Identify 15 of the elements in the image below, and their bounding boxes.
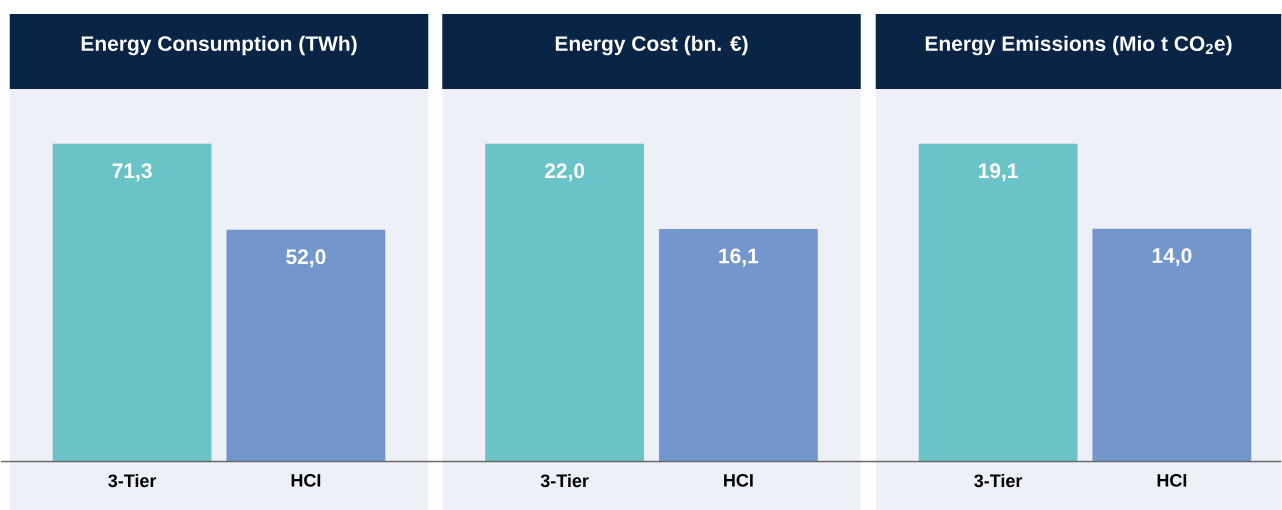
chart-title: Energy Consumption (TWh) [81, 35, 357, 56]
data-label: 52,0 [286, 249, 326, 268]
x-tick-label: 3-Tier [108, 473, 157, 488]
chart-title: Energy Emissions (Mio t CO$_{2}$e) [925, 35, 1232, 56]
x-tick-label: HCI [291, 473, 321, 487]
x-tick-label: 3-Tier [540, 473, 589, 488]
x-tick-label: HCI [724, 473, 753, 487]
x-tick-label: 3-Tier [974, 473, 1023, 488]
data-label: 71,3 [112, 163, 152, 182]
data-label: 16,1 [719, 248, 759, 267]
x-tick-label: HCI [1157, 473, 1187, 487]
data-label: 22,0 [544, 163, 585, 182]
data-label: 14,0 [1152, 247, 1192, 266]
data-label: 19,1 [978, 163, 1018, 182]
chart-title: Energy Cost (bn. €) [555, 35, 748, 56]
